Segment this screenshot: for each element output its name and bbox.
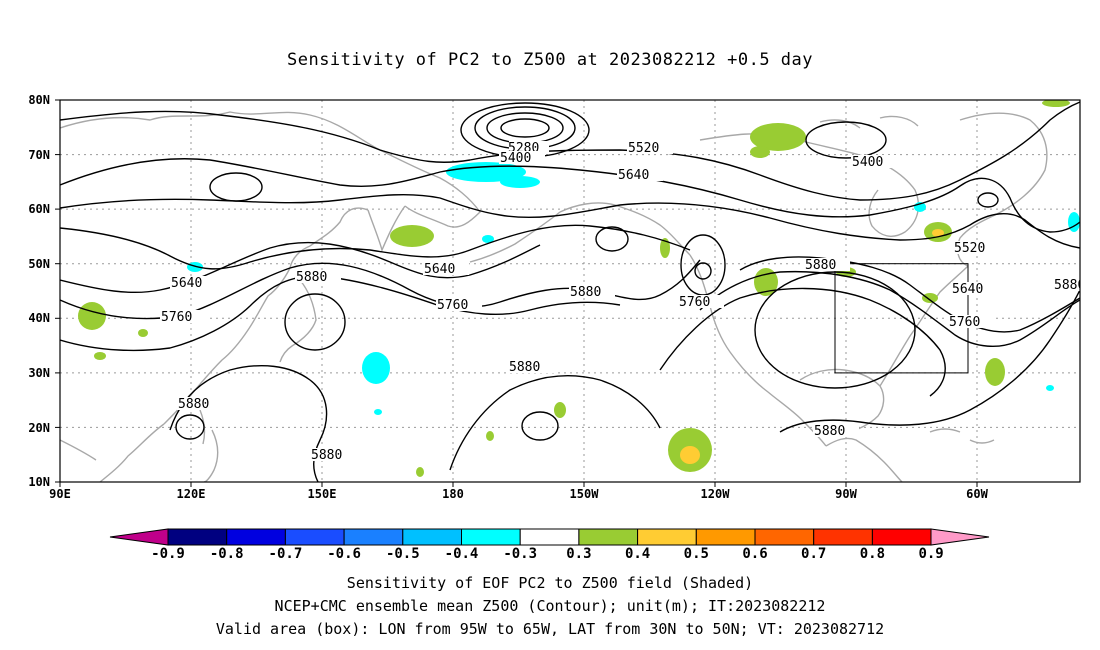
contour-label: 5640 <box>424 262 455 277</box>
contour-label: 5520 <box>954 241 985 256</box>
lat-tick-label: 20N <box>28 421 50 435</box>
colorbar-swatch <box>343 528 404 546</box>
contour-label: 5760 <box>679 295 710 310</box>
contour-label: 5880 <box>296 270 327 285</box>
caption-contour: NCEP+CMC ensemble mean Z500 (Contour); u… <box>274 597 826 615</box>
lon-tick-label: 90E <box>49 487 71 501</box>
lon-tick-label: 150E <box>308 487 337 501</box>
colorbar-label: -0.9 <box>151 546 185 562</box>
colorbar-swatch <box>167 528 228 546</box>
colorbar-label: 0.4 <box>625 546 650 562</box>
colorbar-swatch <box>461 528 521 546</box>
colorbar-label: -0.7 <box>269 546 303 562</box>
colorbar-label: -0.6 <box>327 546 361 562</box>
lon-tick-label: 60W <box>966 487 988 501</box>
colorbar-label: 0.6 <box>742 546 767 562</box>
colorbar-label: 0.8 <box>860 546 885 562</box>
lon-axis: 90E 120E 150E 180 150W 120W 90W 60W <box>49 487 988 501</box>
colorbar-label: 0.9 <box>918 546 943 562</box>
colorbar-swatch <box>284 528 345 546</box>
contour-label: 5520 <box>628 141 659 156</box>
caption-valid-area: Valid area (box): LON from 95W to 65W, L… <box>215 620 885 638</box>
contour-label: 5760 <box>949 315 980 330</box>
colorbar-swatch <box>813 528 873 546</box>
colorbar-swatch <box>754 528 815 546</box>
tick-marks <box>55 99 978 487</box>
contour-label: 5760 <box>437 298 468 313</box>
lon-tick-label: 180 <box>442 487 464 501</box>
contour-label: 5640 <box>618 168 649 183</box>
colorbar-label: 0.7 <box>801 546 826 562</box>
contour-label: 5880 <box>570 285 601 300</box>
contour-label: 5880 <box>311 448 342 463</box>
colorbar-swatch <box>226 528 286 546</box>
lon-tick-label: 150W <box>570 487 600 501</box>
caption-shaded: Sensitivity of EOF PC2 to Z500 field (Sh… <box>346 574 754 592</box>
colorbar-label: -0.5 <box>386 546 420 562</box>
lon-tick-label: 120W <box>701 487 731 501</box>
colorbar-swatch <box>695 528 756 546</box>
contour-label: 5640 <box>952 282 983 297</box>
lat-tick-label: 40N <box>28 311 50 325</box>
colorbar-swatch <box>402 528 462 546</box>
colorbar-label: -0.3 <box>503 546 537 562</box>
contour-label: 5640 <box>171 276 202 291</box>
lat-tick-label: 80N <box>28 93 50 107</box>
colorbar-label: -0.4 <box>445 546 479 562</box>
lon-tick-label: 120E <box>177 487 206 501</box>
plot-border <box>59 99 1081 483</box>
contour-label: 5400 <box>500 151 531 166</box>
colorbar-label: 0.3 <box>566 546 591 562</box>
lat-tick-label: 60N <box>28 202 50 216</box>
contour-label: 5880 <box>1054 278 1085 293</box>
lat-tick-label: 70N <box>28 148 50 162</box>
contour-labels: 5280 5400 5520 5640 5640 5640 5400 5520 … <box>160 141 1085 463</box>
contour-label: 5880 <box>509 360 540 375</box>
colorbar-label: 0.5 <box>684 546 709 562</box>
colorbar-high-triangle <box>930 528 990 546</box>
colorbar-swatch <box>578 528 639 546</box>
lat-tick-label: 50N <box>28 257 50 271</box>
lat-tick-label: 10N <box>28 475 50 489</box>
lon-tick-label: 90W <box>835 487 857 501</box>
sensitivity-shading <box>78 100 1080 477</box>
colorbar-swatch <box>519 528 580 546</box>
lat-axis: 80N 70N 60N 50N 40N 30N 20N 10N <box>28 93 50 489</box>
colorbar-swatch <box>637 528 697 546</box>
chart-title: Sensitivity of PC2 to Z500 at 2023082212… <box>286 50 813 70</box>
contour-label: 5880 <box>178 397 209 412</box>
lat-tick-label: 30N <box>28 366 50 380</box>
colorbar-label: -0.8 <box>210 546 244 562</box>
colorbar: -0.9 -0.8 -0.7 -0.6 -0.5 -0.4 -0.3 0.3 0.4 0.5 0.6… <box>109 528 990 562</box>
contour-label: 5880 <box>805 258 836 273</box>
contour-label: 5400 <box>852 155 883 170</box>
contour-label: 5880 <box>814 424 845 439</box>
contour-label: 5760 <box>161 310 192 325</box>
colorbar-low-triangle <box>109 528 169 546</box>
gridlines <box>60 100 1080 482</box>
colorbar-swatch <box>871 528 932 546</box>
